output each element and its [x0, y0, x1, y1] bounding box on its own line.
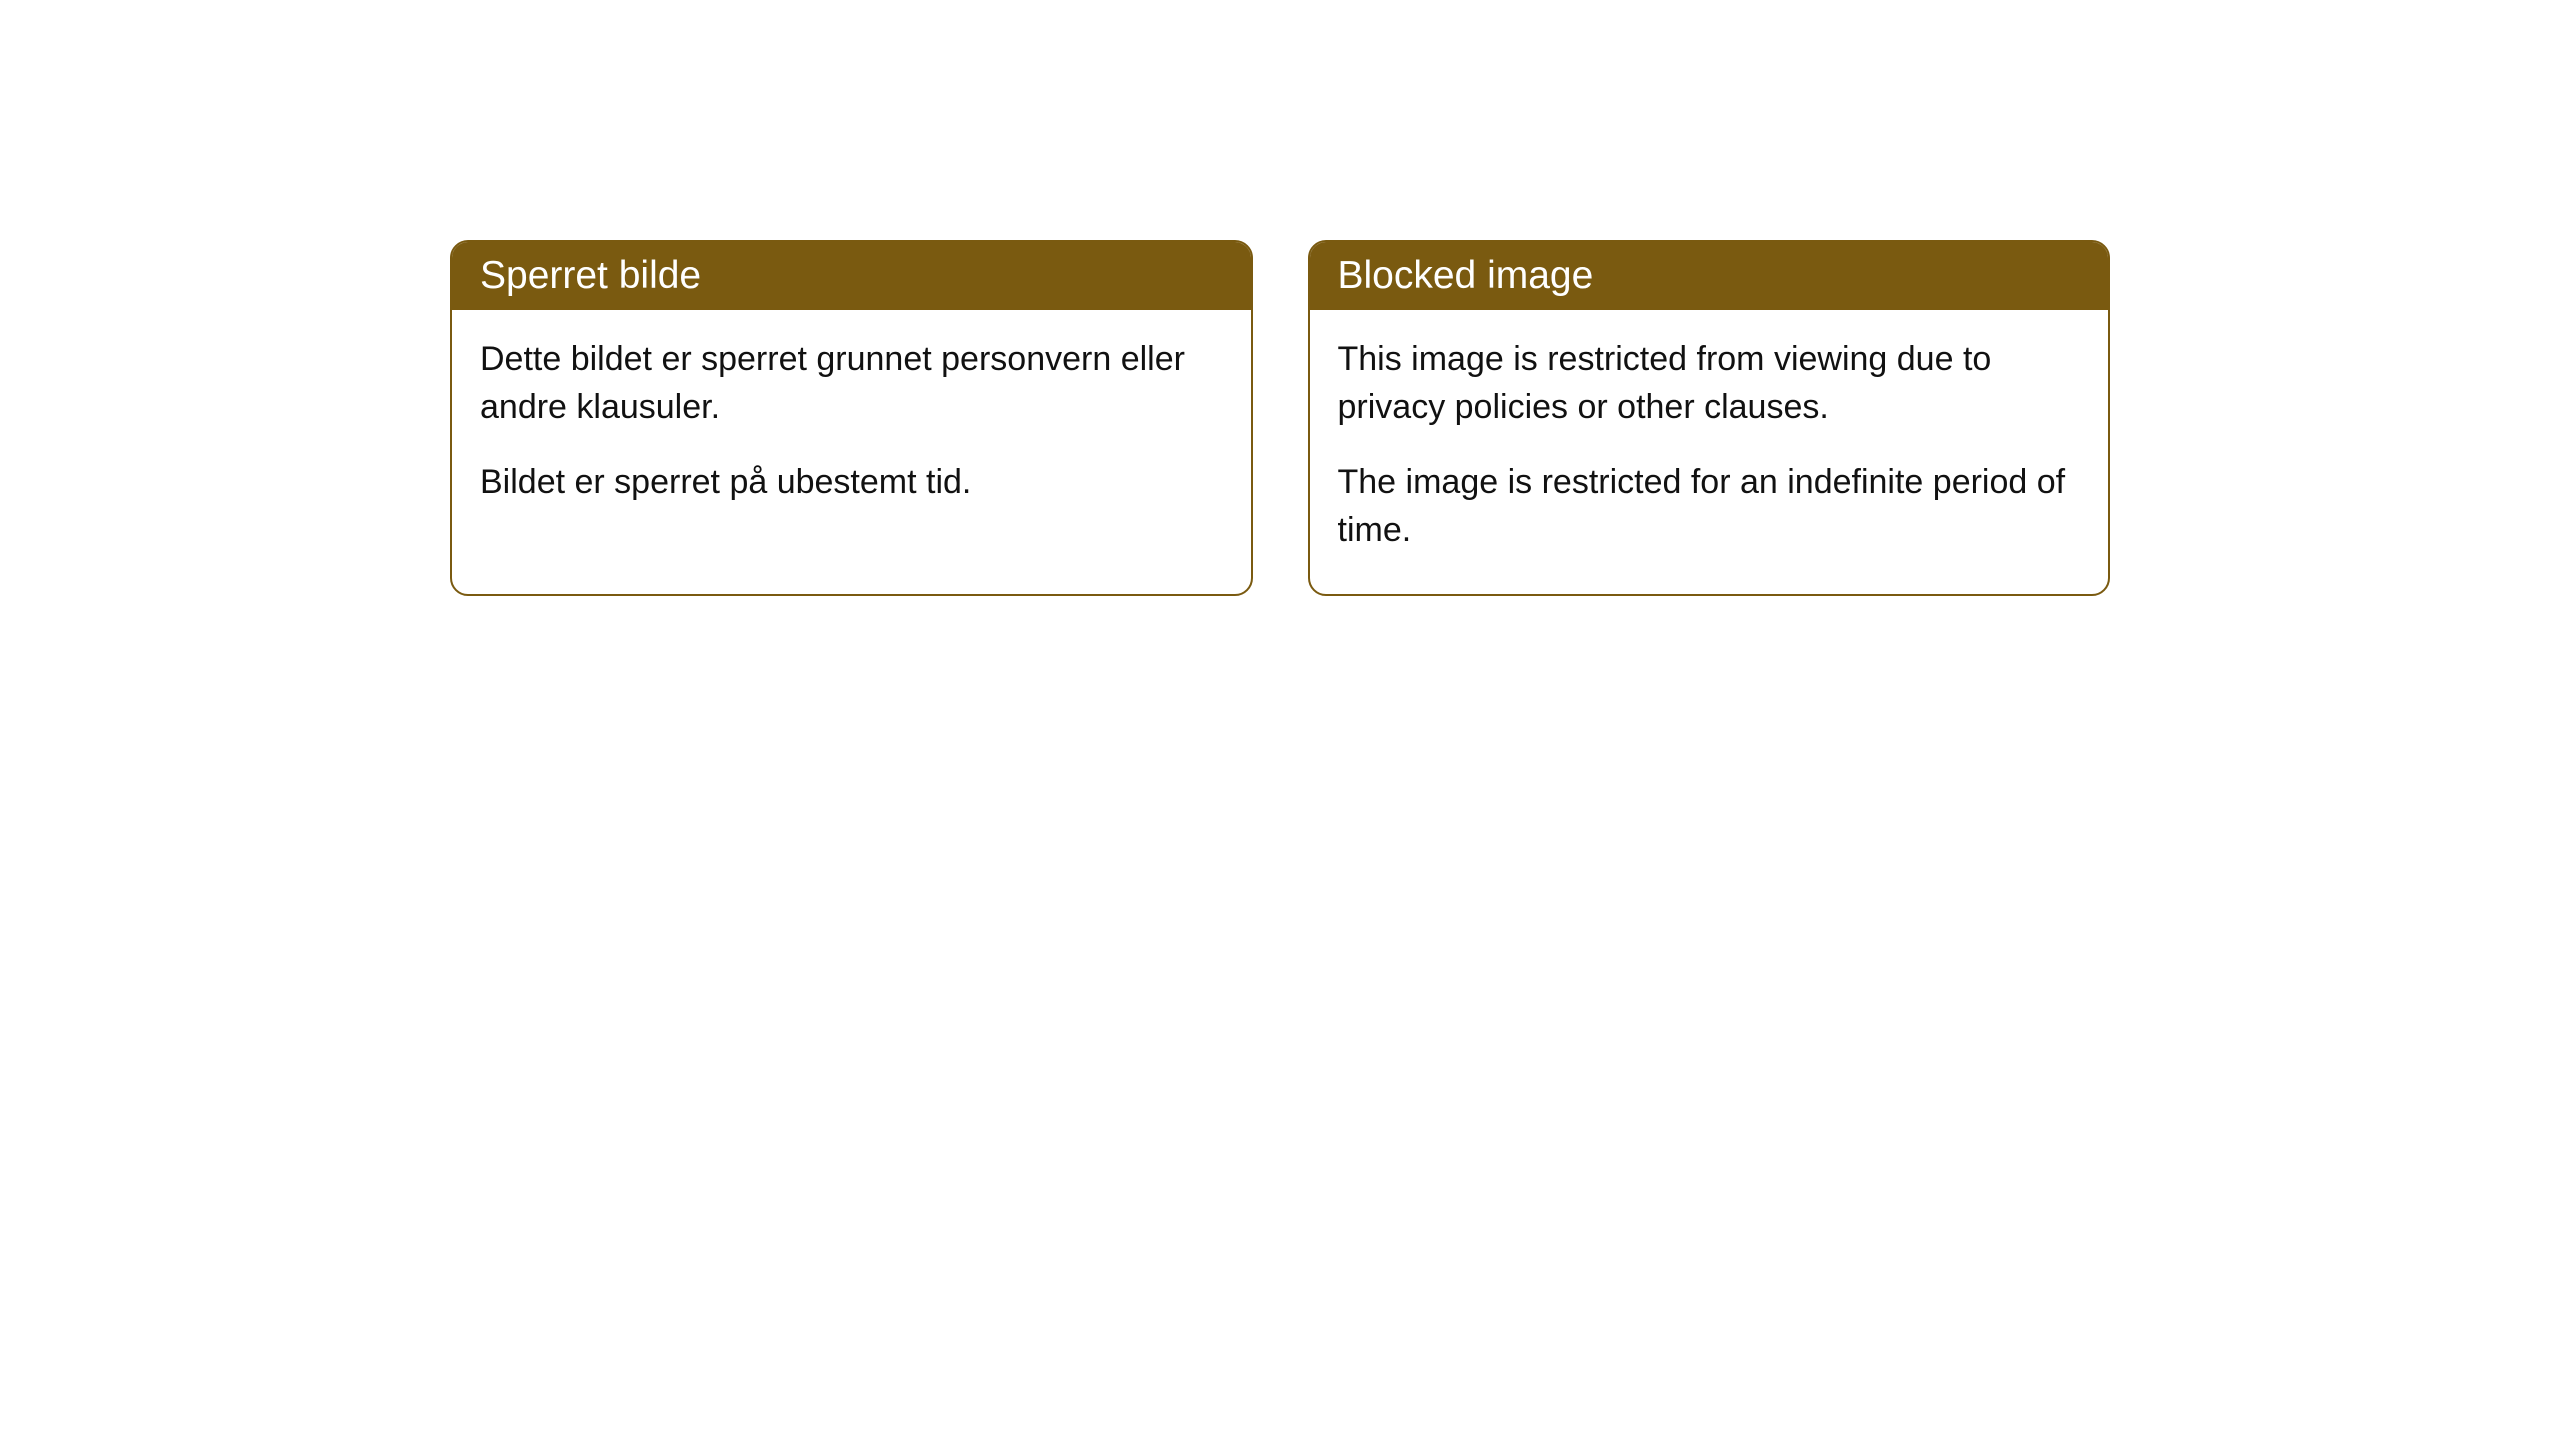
- card-title: Sperret bilde: [480, 254, 701, 297]
- card-header-norwegian: Sperret bilde: [452, 242, 1251, 310]
- card-paragraph: Bildet er sperret på ubestemt tid.: [480, 459, 1223, 507]
- card-paragraph: This image is restricted from viewing du…: [1338, 336, 2081, 431]
- card-paragraph: The image is restricted for an indefinit…: [1338, 459, 2081, 554]
- card-english: Blocked image This image is restricted f…: [1308, 240, 2111, 596]
- card-body-norwegian: Dette bildet er sperret grunnet personve…: [452, 310, 1251, 547]
- card-title: Blocked image: [1338, 254, 1594, 297]
- card-body-english: This image is restricted from viewing du…: [1310, 310, 2109, 594]
- card-paragraph: Dette bildet er sperret grunnet personve…: [480, 336, 1223, 431]
- card-header-english: Blocked image: [1310, 242, 2109, 310]
- card-norwegian: Sperret bilde Dette bildet er sperret gr…: [450, 240, 1253, 596]
- cards-container: Sperret bilde Dette bildet er sperret gr…: [450, 240, 2110, 596]
